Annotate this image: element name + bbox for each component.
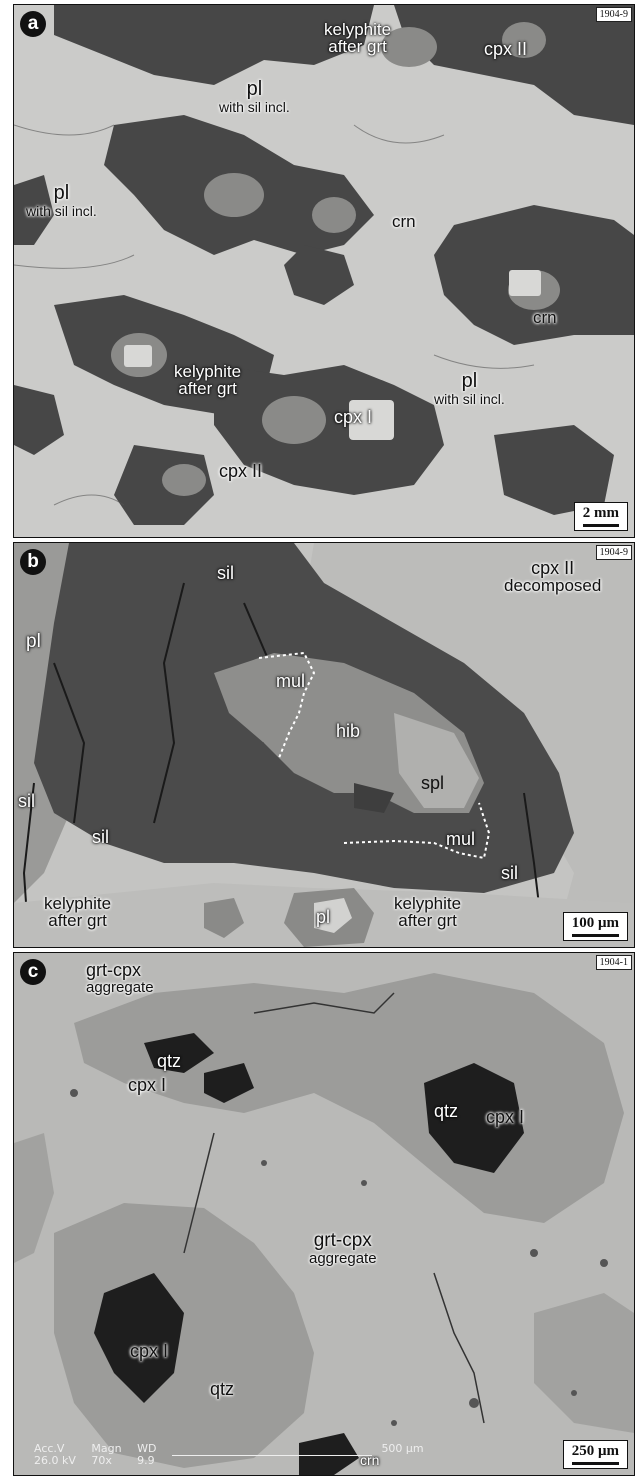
- label-pl: pl with sil incl.: [434, 370, 505, 407]
- label-cpx-ii: cpx II: [484, 39, 528, 59]
- sem-bar-label: 500 μm: [381, 1442, 424, 1455]
- label-sil: sil: [92, 827, 109, 847]
- panel-letter: a: [20, 11, 46, 37]
- label-hib: hib: [336, 721, 361, 741]
- label-cpx-i: cpx I: [334, 407, 373, 427]
- label-grt-cpx-aggregate: grt-cpx aggregate: [309, 1230, 377, 1267]
- panel-c: c 1904-1 grt-cpx aggregate qtz cpx I qtz…: [13, 952, 635, 1476]
- panel-a: a 1904-9 kelyphite after grt cpx II pl w…: [13, 4, 635, 538]
- label-sil: sil: [18, 791, 35, 811]
- label-crn: crn: [392, 212, 416, 231]
- label-pl: pl: [26, 631, 41, 652]
- label-kelyphite: kelyphite after grt: [174, 362, 242, 398]
- label-kelyphite: kelyphite after grt: [394, 894, 462, 930]
- label-cpx-ii: cpx II decomposed: [504, 558, 602, 595]
- micrograph-c: [14, 953, 634, 1475]
- label-kelyphite: kelyphite after grt: [44, 894, 112, 930]
- label-cpx-i: cpx I: [486, 1107, 525, 1127]
- label-cpx-ii: cpx II: [219, 461, 263, 481]
- label-qtz: qtz: [210, 1379, 235, 1399]
- label-crn: crn: [360, 1452, 380, 1468]
- label-mul: mul: [446, 829, 476, 849]
- scale-bar: 2 mm: [573, 502, 628, 531]
- scale-bar: 100 μm: [562, 912, 628, 941]
- micrograph-b: [14, 543, 634, 947]
- sample-id: 1904-9: [595, 545, 632, 560]
- label-cpx-i: cpx I: [130, 1341, 169, 1361]
- label-pl: pl with sil incl.: [219, 78, 290, 115]
- sem-info-strip: Acc.V 26.0 kV Magn 70x WD 9.9 500 μm: [34, 1442, 424, 1467]
- label-qtz: qtz: [434, 1101, 459, 1121]
- label-crn: crn: [533, 308, 557, 327]
- label-pl: pl with sil incl.: [26, 182, 97, 219]
- label-cpx-i: cpx I: [128, 1075, 167, 1095]
- label-mul: mul: [276, 671, 306, 691]
- scale-bar: 250 μm: [562, 1440, 628, 1469]
- label-kelyphite: kelyphite after grt: [324, 20, 392, 56]
- panel-b: b 1904-9 sil cpx II decomposed pl mul hi…: [13, 542, 635, 948]
- sample-id: 1904-9: [595, 7, 632, 22]
- label-pl: pl: [316, 907, 331, 927]
- label-spl: spl: [421, 773, 445, 793]
- label-qtz: qtz: [157, 1051, 182, 1071]
- sample-id: 1904-1: [595, 955, 632, 970]
- panel-letter: b: [20, 549, 46, 575]
- micrograph-a: [14, 5, 634, 537]
- panel-letter: c: [20, 959, 46, 985]
- label-grt-cpx-aggregate: grt-cpx aggregate: [86, 960, 154, 996]
- label-sil: sil: [217, 563, 234, 583]
- label-sil: sil: [501, 863, 518, 883]
